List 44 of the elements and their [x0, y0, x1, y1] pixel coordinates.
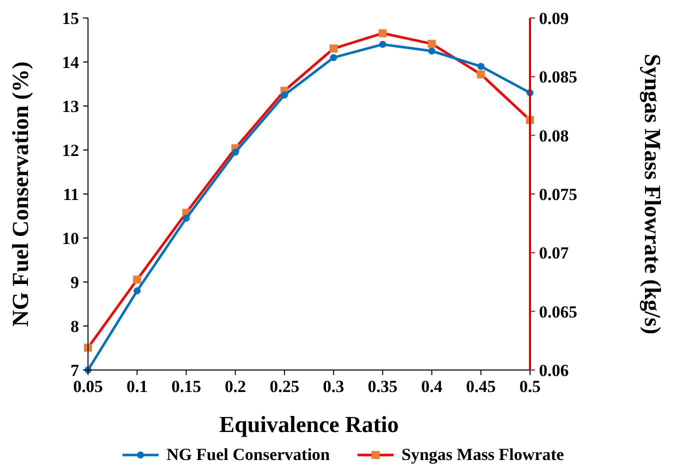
y-tick-label: 11 [62, 184, 79, 204]
point [477, 62, 484, 70]
point [476, 70, 485, 78]
point [330, 54, 338, 62]
point [330, 44, 338, 53]
y2-tick-label: 0.09 [539, 8, 569, 28]
point [428, 40, 436, 48]
point [280, 92, 288, 98]
y-tick-label: 8 [70, 316, 79, 336]
x-tick-label: 0.05 [73, 377, 103, 396]
x-tick-label: 0.25 [270, 377, 300, 396]
y2-tick-label: 0.075 [539, 184, 578, 204]
x-tick-label: 0.5 [519, 377, 541, 396]
y-tick-label: 13 [62, 96, 79, 116]
y-tick-label: 7 [70, 360, 80, 380]
y2-axis-title: Syngas Mass Flowrate (kg/s) [639, 54, 665, 334]
x-axis-title: Equivalence Ratio [219, 412, 399, 437]
x-tick-label: 0.35 [368, 377, 398, 396]
point [379, 40, 386, 48]
x-tick-label: 0.4 [421, 377, 443, 396]
x-tick-label: 0.15 [171, 377, 202, 396]
y-tick-label: 12 [62, 140, 79, 160]
legend-label: NG Fuel Conservation [166, 445, 330, 464]
y-tick-label: 15 [62, 8, 79, 28]
x-tick-label: 0.3 [322, 377, 344, 396]
y-tick-label: 9 [70, 272, 79, 292]
y2-tick-label: 0.08 [539, 126, 569, 146]
x-tick-label: 0.1 [126, 377, 148, 396]
x-tick-label: 0.45 [466, 377, 496, 396]
point [232, 148, 239, 156]
x-tick-label: 0.2 [224, 377, 246, 396]
y2-tick-label: 0.085 [539, 68, 578, 87]
y-tick-label: 10 [62, 228, 79, 248]
point [378, 29, 387, 38]
y2-tick-label: 0.065 [539, 302, 578, 322]
y-tick-label: 14 [62, 52, 80, 72]
y-axis-title: NG Fuel Conservation (%) [8, 61, 33, 327]
legend-label: Syngas Mass Flowrate [402, 445, 564, 464]
point [182, 214, 190, 222]
y2-tick-label: 0.07 [539, 244, 570, 263]
point [134, 287, 141, 294]
y2-tick-label: 0.06 [539, 360, 569, 380]
point [133, 276, 142, 284]
point [428, 48, 436, 54]
